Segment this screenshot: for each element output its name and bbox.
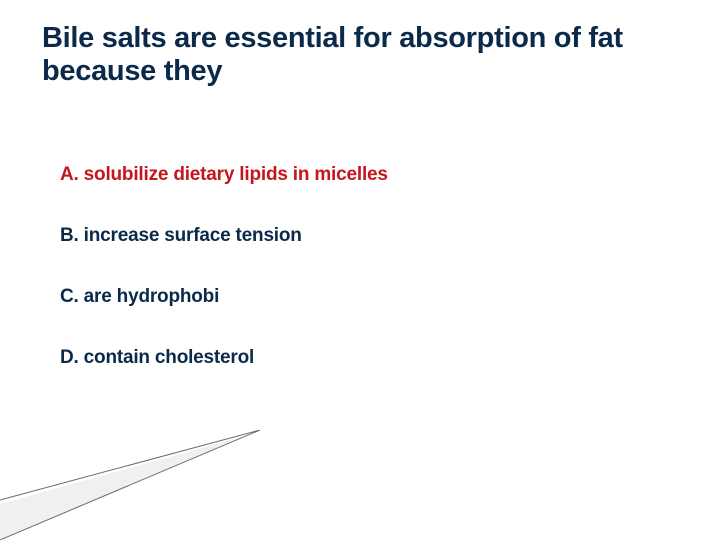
answer-options: A. solubilize dietary lipids in micelles… — [60, 155, 660, 399]
option-a: A. solubilize dietary lipids in micelles — [60, 155, 660, 195]
question-title: Bile salts are essential for absorption … — [42, 22, 670, 89]
decor-fill — [0, 434, 252, 540]
decor-stroke — [0, 430, 260, 540]
option-b: B. increase surface tension — [60, 216, 660, 256]
slide: { "title": { "text": "Bile salts are ess… — [0, 0, 720, 540]
option-d: D. contain cholesterol — [60, 338, 660, 378]
option-c: C. are hydrophobi — [60, 277, 660, 317]
corner-decoration — [0, 430, 720, 540]
